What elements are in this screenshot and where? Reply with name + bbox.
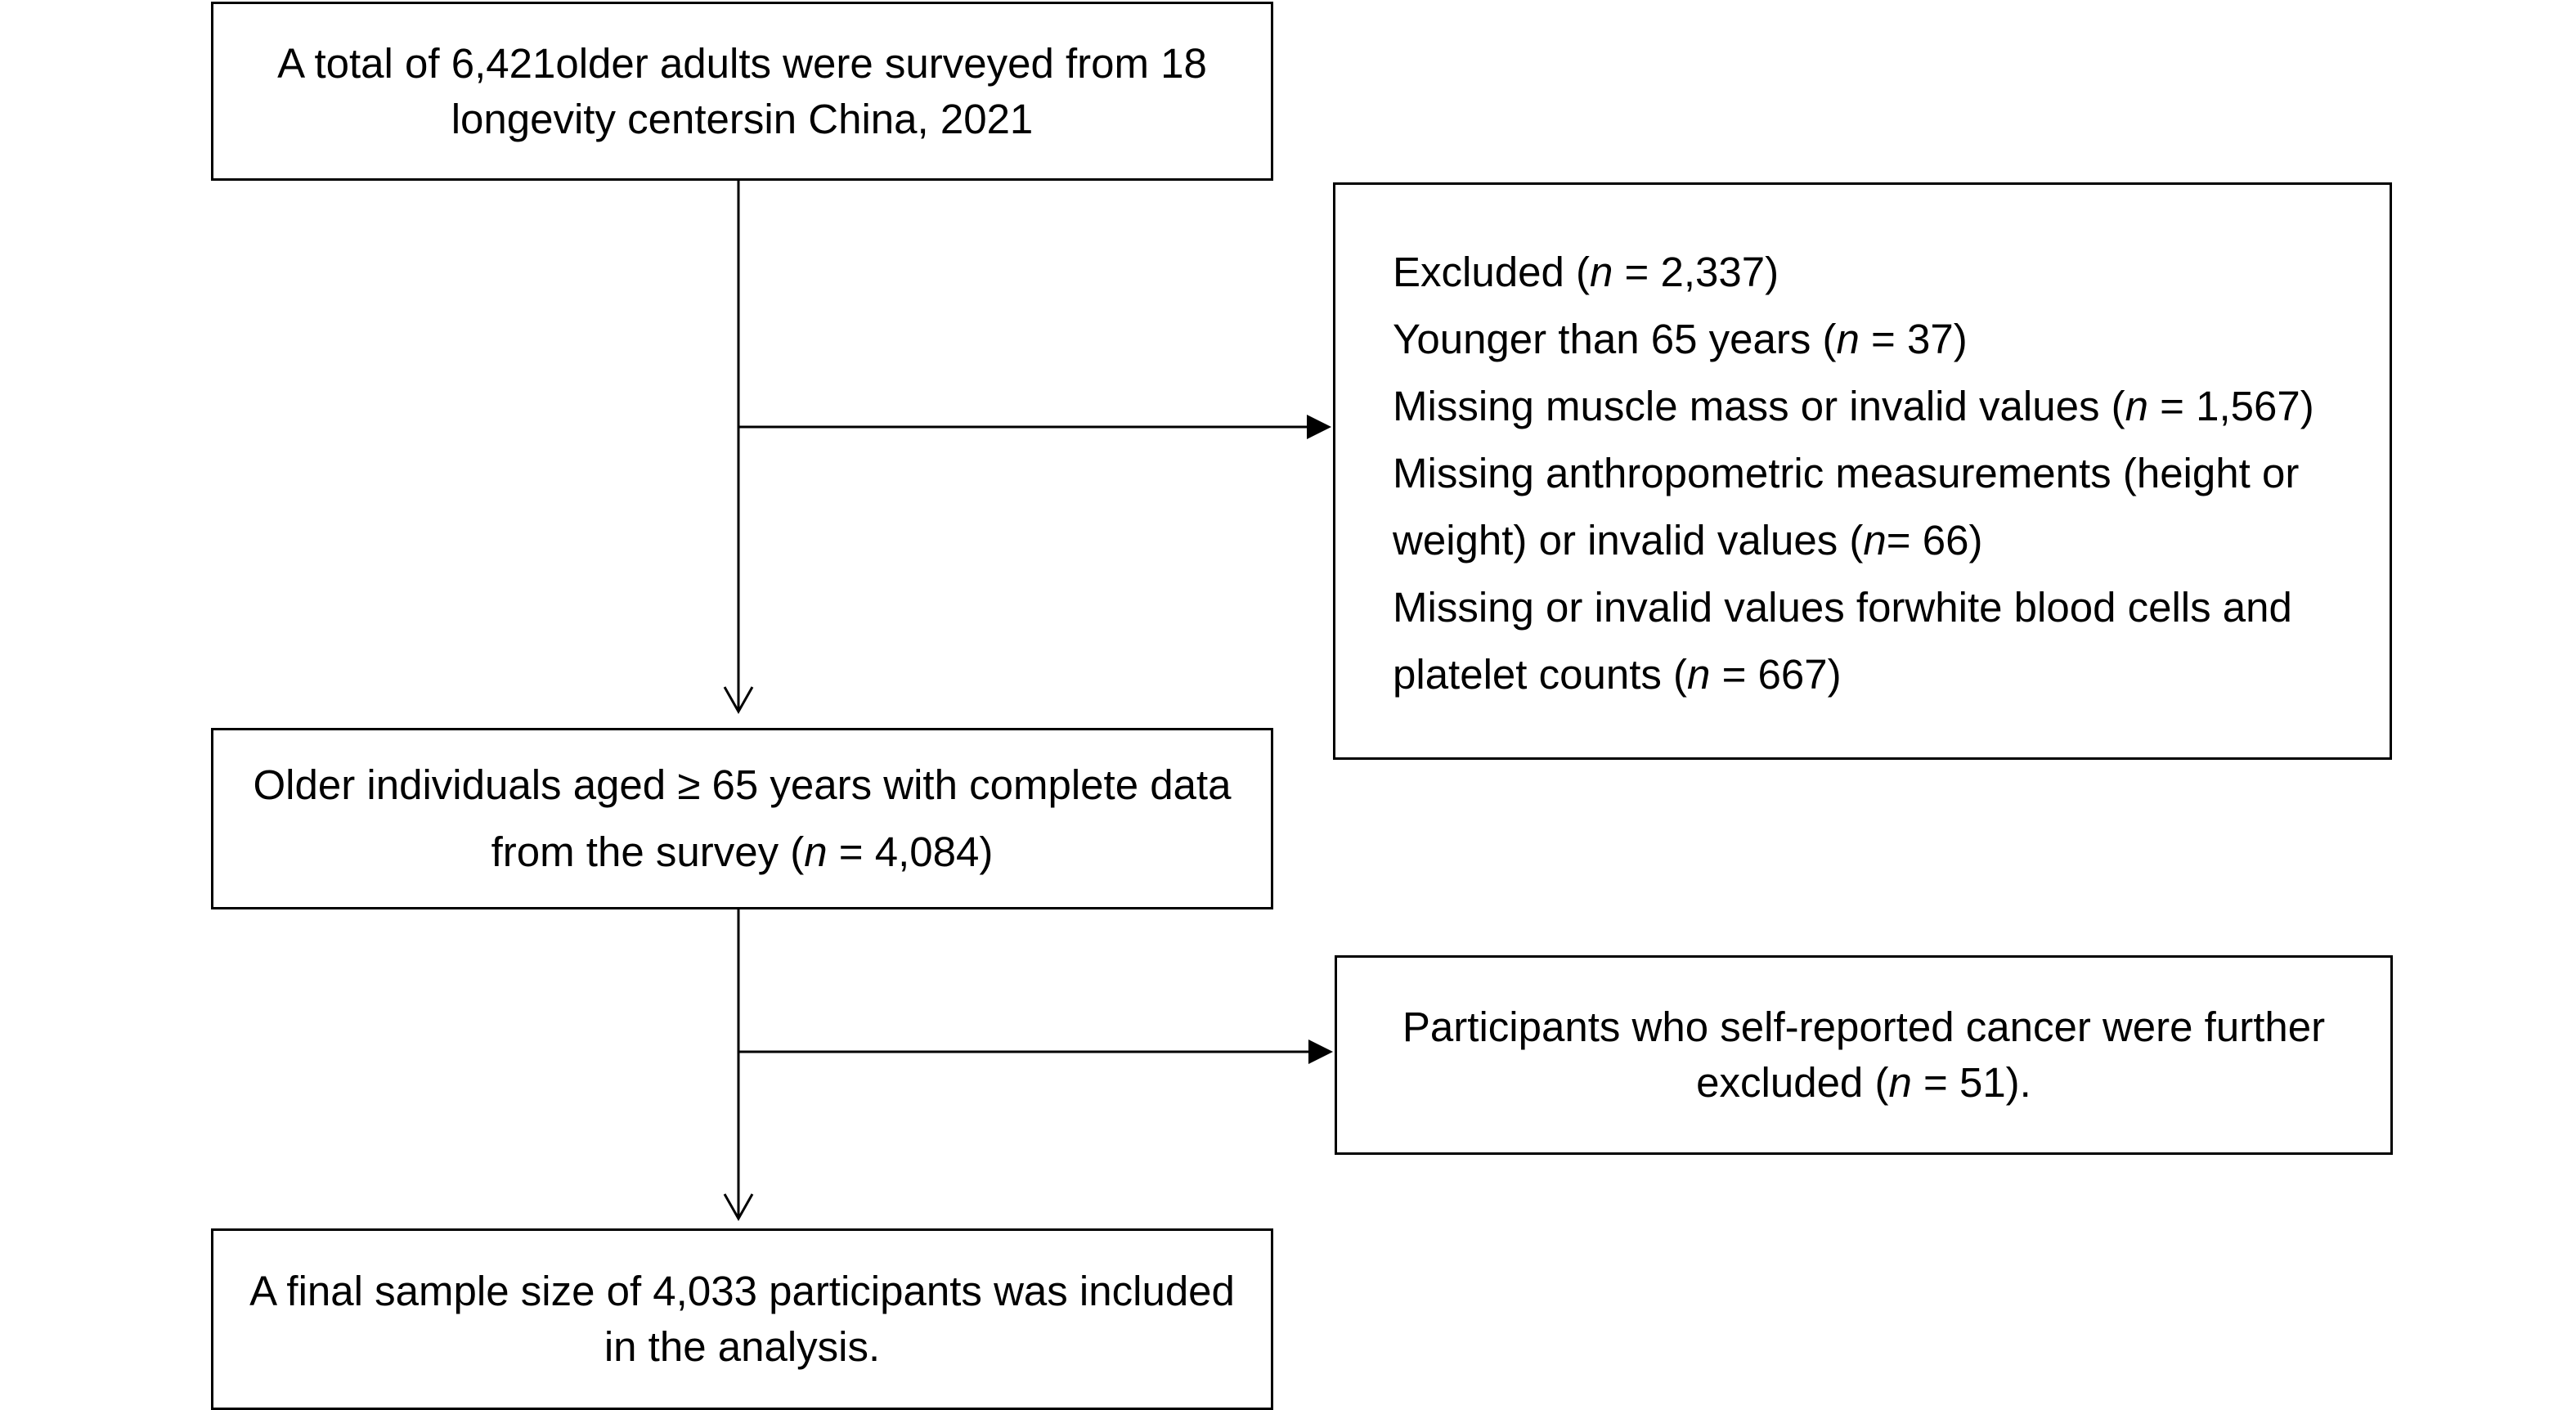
excluded-title: Excluded (n = 2,337) (1393, 249, 1779, 295)
final-sample-line-1: A final sample size of 4,033 participant… (249, 1268, 1235, 1314)
excluded-item-anthropometric-line-2: weight) or invalid values (n= 66) (1393, 517, 1983, 564)
complete-data-line-2: from the survey (n = 4,084) (491, 828, 994, 875)
excluded-item-blood-line-2: platelet counts (n = 667) (1393, 651, 1842, 698)
final-sample-line-2: in the analysis. (604, 1323, 881, 1370)
final-sample-box: A final sample size of 4,033 participant… (211, 1228, 1273, 1410)
arrowhead-cancer (1308, 1040, 1333, 1064)
start-box-line-1: A total of 6,421older adults were survey… (277, 39, 1207, 87)
complete-data-box: Older individuals aged ≥ 65 years with c… (211, 728, 1273, 909)
cancer-excluded-line-1: Participants who self-reported cancer we… (1402, 1004, 2326, 1050)
excluded-item-under-65: Younger than 65 years (n = 37) (1393, 316, 1968, 362)
excluded-item-muscle-mass: Missing muscle mass or invalid values (n… (1393, 383, 2314, 429)
excluded-box: Excluded (n = 2,337) Younger than 65 yea… (1333, 182, 2392, 760)
cancer-excluded-box: Participants who self-reported cancer we… (1335, 955, 2393, 1155)
start-box: A total of 6,421older adults were survey… (211, 2, 1273, 181)
arrowhead-excluded (1307, 415, 1331, 439)
arrowhead-complete (723, 686, 754, 715)
excluded-item-blood-line-1: Missing or invalid values forwhite blood… (1393, 584, 2292, 631)
start-box-line-2: longevity centersin China, 2021 (451, 95, 1034, 142)
complete-data-line-1: Older individuals aged ≥ 65 years with c… (253, 761, 1232, 808)
cancer-excluded-line-2: excluded (n = 51). (1696, 1059, 2031, 1106)
excluded-item-anthropometric-line-1: Missing anthropometric measurements (hei… (1393, 450, 2300, 496)
arrowhead-final (723, 1193, 754, 1222)
